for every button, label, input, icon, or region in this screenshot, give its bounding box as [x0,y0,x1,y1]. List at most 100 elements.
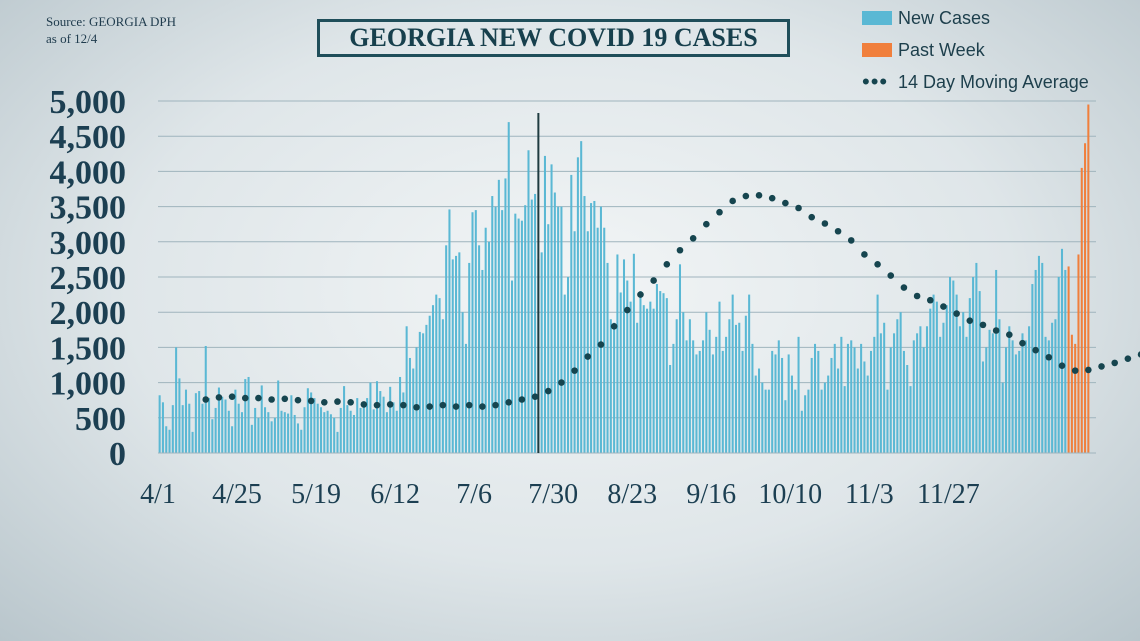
moving-average-point [439,401,447,409]
bar-new-cases [863,361,866,453]
moving-average-point [597,341,605,348]
bar-new-cases [583,196,586,454]
bar-new-cases [491,196,494,454]
bar-new-cases [876,294,879,453]
bar-new-cases [511,280,514,453]
moving-average-point [926,296,934,304]
bar-new-cases [1005,347,1008,453]
moving-average-point [413,403,420,411]
moving-average-point [1085,366,1092,374]
bar-new-cases [339,407,342,453]
bar-new-cases [550,164,553,454]
bar-new-cases [925,326,929,453]
bar-new-cases [494,206,497,453]
x-tick-label: 4/25 [212,479,262,510]
bar-new-cases [326,410,329,453]
bar-new-cases [642,305,645,453]
moving-average-point [584,353,592,360]
moving-average-point [847,237,855,244]
moving-average-point [228,393,236,400]
bar-new-cases [985,347,988,453]
moving-average-point [1124,355,1132,362]
bar-new-cases [655,284,658,453]
bar-new-cases [194,393,197,453]
bar-new-cases [853,347,856,453]
chart-title-text: GEORGIA NEW COVID 19 CASES [349,23,758,52]
bar-new-cases [629,301,632,453]
moving-average-point [452,403,460,410]
x-tick-label: 7/30 [528,479,578,510]
bar-new-cases [758,368,761,453]
bar-new-cases [198,391,201,453]
legend-item-new-cases: New Cases [862,2,1089,34]
legend-swatch-new-cases [862,11,892,25]
bar-new-cases [939,336,942,453]
bar-new-cases [869,350,873,453]
y-tick-label: 1,000 [50,366,127,403]
bar-new-cases [827,375,830,453]
bar-new-cases [451,259,454,453]
moving-average-point [492,401,499,409]
bar-new-cases [356,398,359,453]
bar-new-cases [850,340,853,453]
bar-new-cases [965,336,968,453]
moving-average-point [518,396,526,403]
bar-new-cases [695,354,698,453]
bar-new-cases [168,429,171,453]
bar-new-cases [422,333,425,453]
bar-new-cases [626,280,629,453]
bar-new-cases [958,326,961,453]
bar-new-cases [188,403,191,453]
moving-average-point [465,401,473,409]
moving-average-point [1137,351,1140,358]
bar-new-cases [560,206,563,453]
bar-new-cases [392,402,395,453]
bar-new-cases [501,210,504,453]
bar-new-cases [949,277,952,453]
moving-average-point [992,327,1000,334]
bar-new-cases [543,155,546,454]
bar-new-cases [619,292,622,453]
bar-new-cases [886,389,889,453]
bar-new-cases [945,305,948,453]
moving-average-point [623,306,631,314]
bar-new-cases [975,262,978,453]
y-tick-label: 2,500 [50,260,127,297]
moving-average-point [940,303,947,310]
moving-average-point [400,401,407,409]
bar-new-cases [458,252,461,453]
bar-new-cases [856,368,859,453]
bar-new-cases [784,400,787,453]
bar-new-cases [991,333,994,453]
bar-new-cases [175,347,178,453]
chart-title: GEORGIA NEW COVID 19 CASES [317,19,790,57]
bar-new-cases [303,407,306,453]
bar-new-cases [402,392,405,453]
x-tick-label: 5/19 [291,479,341,510]
bar-new-cases [1014,354,1017,453]
legend-item-past-week: Past Week [862,34,1089,66]
bar-new-cases [728,319,731,453]
legend-dots-icon: ••• [862,69,889,94]
bar-new-cases [823,382,826,453]
moving-average-point [913,292,921,300]
bar-new-cases [257,417,260,453]
bar-new-cases [830,357,833,453]
as-of-line: as of 12/4 [46,31,98,46]
legend: New Cases Past Week ••• 14 Day Moving Av… [862,2,1089,98]
bar-new-cases [609,319,612,453]
moving-average-point [729,197,736,205]
bar-new-cases [240,412,243,453]
bar-new-cases [906,365,909,453]
bar-new-cases [563,294,566,453]
bar-new-cases [678,264,682,453]
bar-new-cases [646,308,649,453]
bar-past-week [1067,266,1070,453]
bar-new-cases [306,388,309,453]
bar-new-cases [369,382,372,453]
bar-new-cases [968,298,971,453]
bar-new-cases [405,326,408,453]
legend-label-new-cases: New Cases [898,7,991,28]
moving-average-point [953,310,960,317]
bar-new-cases [781,357,784,453]
